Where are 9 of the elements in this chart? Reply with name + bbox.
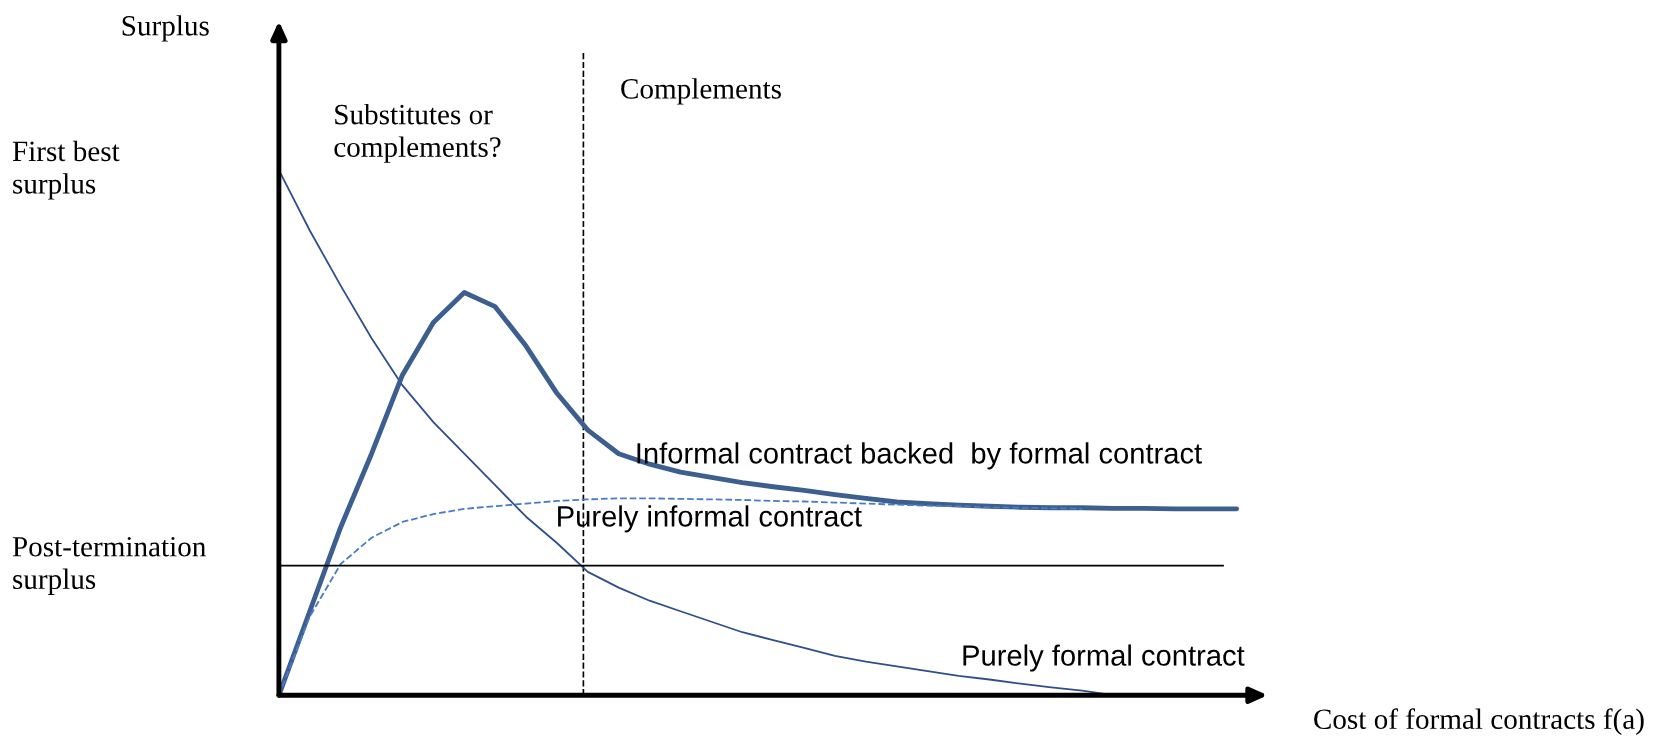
series-label: Purely formal contract bbox=[963, 644, 1245, 672]
text: Substitutes or complements? bbox=[334, 103, 501, 163]
text: Complements bbox=[621, 78, 781, 105]
ref-line-label: Post-termination surplus bbox=[12, 536, 206, 596]
x-axis-title: Cost of formal contracts f(a) bbox=[1314, 708, 1644, 735]
y-axis-title: Surplus bbox=[122, 15, 209, 42]
text: First best surplus bbox=[12, 140, 120, 200]
series-label: Informal contract backed by formal contract bbox=[637, 442, 1202, 470]
series-label: Purely informal contract bbox=[558, 505, 862, 533]
